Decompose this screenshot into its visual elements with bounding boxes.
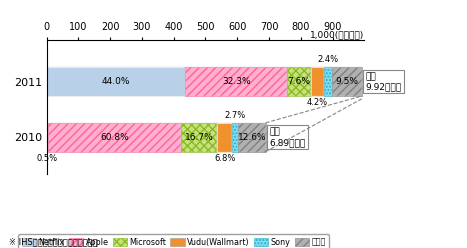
Text: 32.3%: 32.3%	[222, 77, 250, 86]
Text: ※ IHS社プレスリリースより作成。: ※ IHS社プレスリリースより作成。	[9, 238, 98, 247]
Bar	[287, 67, 311, 96]
Bar	[181, 123, 217, 152]
Bar	[238, 123, 266, 152]
Bar	[181, 123, 217, 152]
Bar	[311, 67, 324, 96]
Text: 2.7%: 2.7%	[225, 111, 246, 120]
Legend: Netflix, Apple, Microsoft, Vudu(Wallmart), Sony, その他: Netflix, Apple, Microsoft, Vudu(Wallmart…	[18, 234, 329, 248]
Text: 7.6%: 7.6%	[288, 77, 311, 86]
Bar	[217, 123, 232, 152]
Bar	[232, 123, 238, 152]
Text: 4.2%: 4.2%	[307, 98, 328, 107]
Bar	[238, 123, 266, 152]
Bar	[324, 67, 332, 96]
Bar	[47, 123, 48, 152]
Bar	[287, 67, 311, 96]
Bar	[48, 123, 181, 152]
Bar	[332, 67, 362, 96]
Bar	[217, 123, 232, 152]
Bar	[185, 67, 287, 96]
Text: 9.5%: 9.5%	[335, 77, 358, 86]
Text: 12.6%: 12.6%	[238, 133, 266, 142]
Bar	[48, 123, 181, 152]
Bar	[185, 67, 287, 96]
Bar	[311, 67, 324, 96]
Text: 2.4%: 2.4%	[318, 55, 339, 64]
Text: 0.5%: 0.5%	[37, 154, 58, 163]
Bar	[332, 67, 362, 96]
Bar	[232, 123, 238, 152]
Text: 1,000(百万ドル): 1,000(百万ドル)	[310, 31, 364, 40]
Bar	[324, 67, 332, 96]
Bar	[47, 67, 185, 96]
Text: 16.7%: 16.7%	[185, 133, 213, 142]
Text: 6.8%: 6.8%	[214, 154, 235, 163]
Text: 総額
6.89億ドル: 総額 6.89億ドル	[269, 128, 305, 147]
Bar	[47, 67, 185, 96]
Text: 44.0%: 44.0%	[102, 77, 130, 86]
Bar	[47, 123, 48, 152]
Text: 60.8%: 60.8%	[100, 133, 129, 142]
Text: 総額
9.92億ドル: 総額 9.92億ドル	[366, 72, 402, 91]
